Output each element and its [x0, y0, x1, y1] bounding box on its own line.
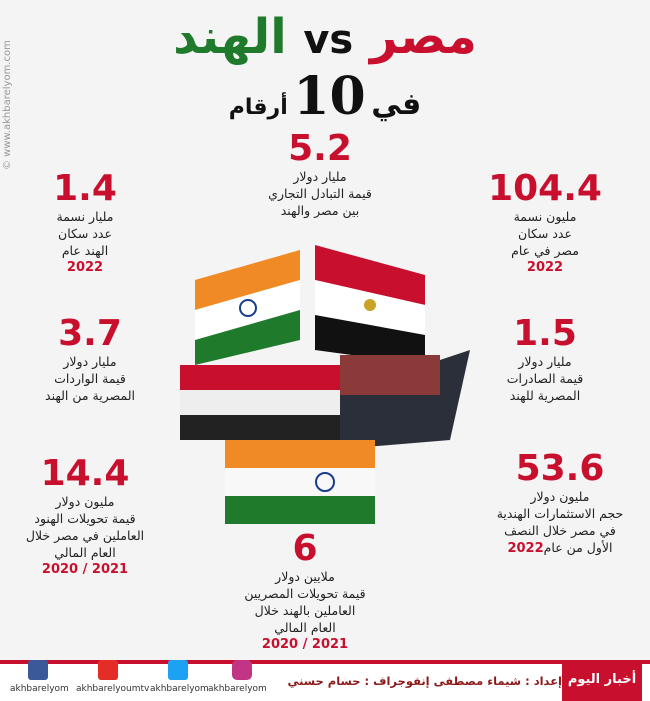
- stat-description: العام المالي: [54, 545, 116, 560]
- youtube-icon[interactable]: [98, 660, 118, 680]
- subtitle-suffix: أرقام: [228, 95, 288, 120]
- stat-description: المصرية للهند: [509, 388, 581, 403]
- stat-unit: مليار دولار: [518, 354, 572, 369]
- social-handle[interactable]: akhbarelyoumtv: [76, 684, 150, 694]
- stat-number: 3.7: [58, 313, 122, 354]
- stat-unit: مليار دولار: [63, 354, 117, 369]
- stat: 1.4 مليار نسمة عدد سكان الهند عام 2022: [0, 170, 195, 277]
- logo: أخبار اليوم: [567, 672, 637, 687]
- stat-description: قيمة الواردات: [54, 371, 126, 386]
- stat: 53.6 مليون دولار حجم الاستثمارات الهندية في…: [450, 450, 650, 558]
- stat-description: قيمة تحويلات الهنود: [34, 511, 136, 526]
- title-egypt: مصر: [369, 9, 477, 65]
- social-handle[interactable]: akhbarelyom: [10, 684, 69, 694]
- stat-description: المصرية من الهند: [45, 388, 135, 403]
- stat-description: العام المالي: [274, 620, 336, 635]
- egypt-flag: [315, 245, 425, 365]
- logo-box: [562, 664, 642, 701]
- stat-description: عدد سكان: [58, 226, 112, 241]
- stat-number: 1.5: [513, 313, 577, 354]
- stat-number: 6: [292, 528, 318, 569]
- stat-description: الهند عام: [61, 243, 109, 258]
- stat-description: حجم الاستثمارات الهندية: [496, 506, 624, 521]
- stat-description: الأول من عام: [543, 540, 613, 555]
- stat: 3.7 مليار دولار قيمة الواردات المصرية من ال…: [0, 315, 200, 404]
- stat-year: 2022: [66, 260, 104, 275]
- title: مصر vs الهند: [150, 8, 500, 69]
- stat-description: العاملين في مصر خلال: [25, 528, 145, 543]
- twitter-icon[interactable]: [168, 660, 188, 680]
- title-vs: vs: [303, 17, 354, 63]
- stat: 5.2 مليار دولار قيمة التبادل التجاري بين مص…: [210, 130, 430, 219]
- stat-year: 2021 / 2020: [41, 562, 129, 577]
- stat-number: 104.4: [488, 168, 602, 209]
- egypt-container: [180, 365, 340, 440]
- stat-unit: مليون دولار: [530, 489, 590, 504]
- stat-year: 2022: [507, 541, 544, 556]
- credits: إعداد : شيماء مصطفى إنفوجراف : حسام حسني: [287, 674, 562, 688]
- stat-description: قيمة التبادل التجاري: [268, 186, 372, 201]
- stat-description: بين مصر والهند: [280, 203, 360, 218]
- stat: 104.4 مليون نسمة عدد سكان مصر في عام 2022: [435, 170, 650, 277]
- stat: 14.4 مليون دولار قيمة تحويلات الهنود العامل…: [0, 455, 195, 579]
- stat-year: 2022: [526, 260, 564, 275]
- stat-unit: ملايين دولار: [275, 569, 335, 584]
- stat-description: قيمة تحويلات المصريين: [244, 586, 366, 601]
- social-handle[interactable]: akhbarelyom: [150, 684, 209, 694]
- stat-number: 5.2: [288, 128, 352, 169]
- stat-number: 1.4: [53, 168, 117, 209]
- subtitle: في 10 أرقام: [150, 66, 500, 127]
- stat-description: في مصر خلال النصف: [504, 523, 616, 538]
- stat-number: 14.4: [40, 453, 130, 494]
- title-india: الهند: [173, 9, 287, 65]
- ship-cargo: [340, 355, 440, 395]
- stat-description: العاملين بالهند خلال: [254, 603, 356, 618]
- subtitle-number: 10: [293, 66, 366, 127]
- stat-number: 53.6: [515, 448, 605, 489]
- stat: 6 ملايين دولار قيمة تحويلات المصريين العامل…: [195, 530, 415, 654]
- stat-unit: مليار نسمة: [56, 209, 114, 224]
- stat-year: 2021 / 2020: [261, 637, 349, 652]
- instagram-icon[interactable]: [232, 660, 252, 680]
- facebook-icon[interactable]: [28, 660, 48, 680]
- stat-unit: مليون نسمة: [513, 209, 577, 224]
- india-container: [225, 440, 375, 524]
- stat-unit: مليون دولار: [55, 494, 115, 509]
- stat: 1.5 مليار دولار قيمة الصادرات المصرية للهند: [435, 315, 650, 404]
- social-handle[interactable]: akhbarelyom: [208, 684, 267, 694]
- stat-description: عدد سكان: [518, 226, 572, 241]
- india-flag: [195, 250, 300, 365]
- stat-description: مصر في عام: [511, 243, 579, 258]
- stat-unit: مليار دولار: [293, 169, 347, 184]
- stat-description: قيمة الصادرات: [506, 371, 584, 386]
- watermark: © www.akhbarelyom.com: [2, 40, 13, 170]
- stat-description: الأول من عام2022: [450, 539, 650, 558]
- watermark-box: © www.akhbarelyom.com: [2, 40, 18, 170]
- subtitle-prefix: في: [371, 87, 422, 122]
- footer-rule: [0, 660, 650, 664]
